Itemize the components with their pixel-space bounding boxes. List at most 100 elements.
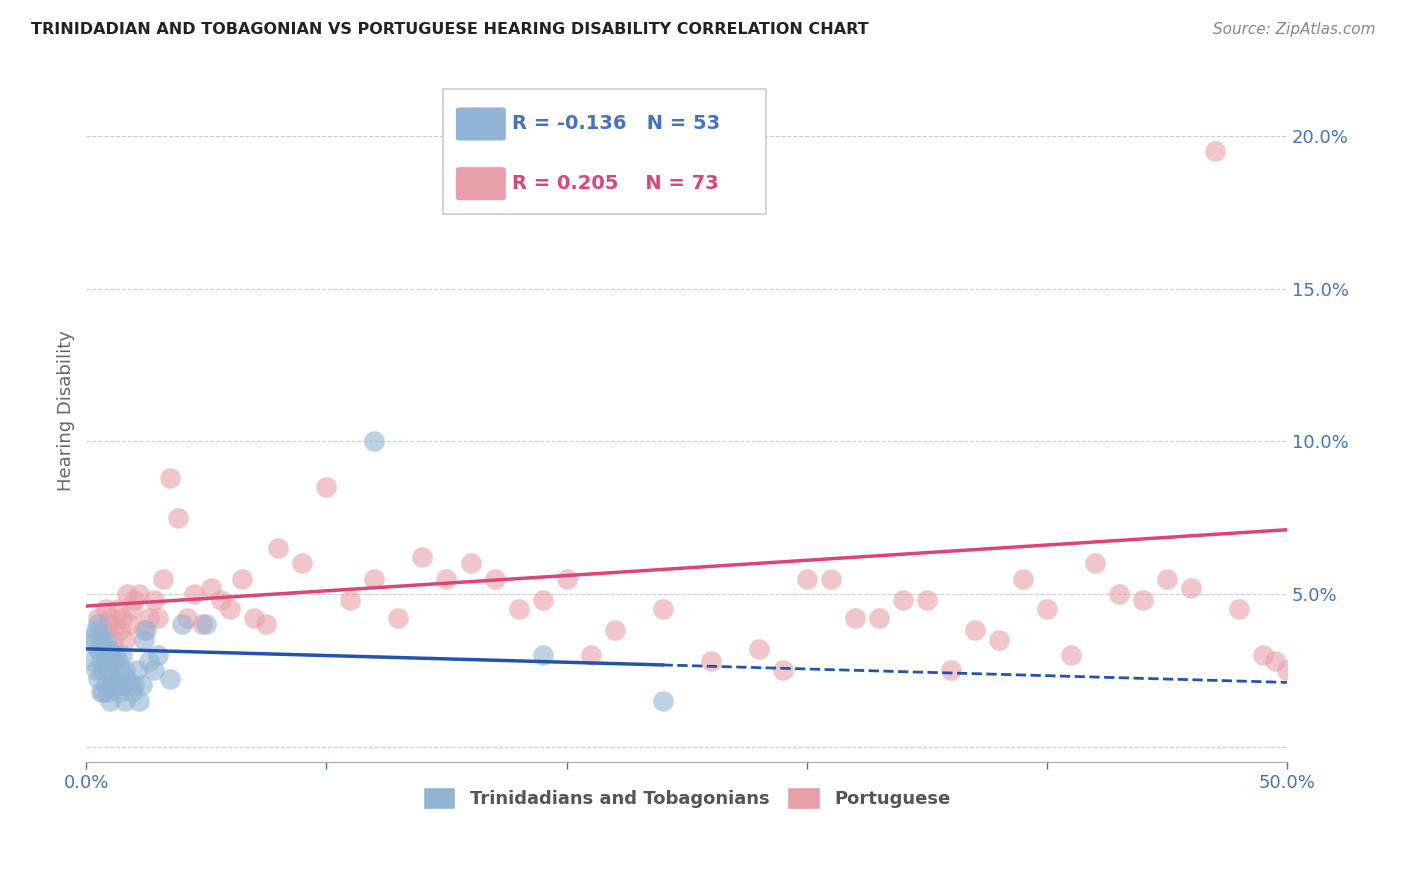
Point [820, 572, 842, 586]
Point [555, 572, 578, 586]
Point [115, 587, 138, 601]
Point [152, 572, 174, 586]
Point [82, 630, 104, 644]
Point [531, 648, 554, 662]
Point [1204, 144, 1226, 158]
Point [107, 678, 129, 692]
Point [339, 593, 361, 607]
Point [135, 624, 157, 638]
Point [108, 663, 131, 677]
Point [114, 694, 136, 708]
Point [101, 654, 124, 668]
Point [772, 663, 794, 677]
Point [363, 434, 385, 449]
Point [1132, 593, 1154, 607]
Point [87, 611, 110, 625]
Point [1108, 587, 1130, 601]
Point [460, 557, 482, 571]
Point [603, 624, 626, 638]
Point [183, 587, 205, 601]
Point [148, 648, 170, 662]
Point [209, 593, 232, 607]
Point [200, 581, 222, 595]
Point [363, 572, 385, 586]
Point [1180, 581, 1202, 595]
Point [138, 654, 160, 668]
Point [111, 678, 134, 692]
Point [90, 632, 112, 647]
Point [1275, 663, 1298, 677]
Text: TRINIDADIAN AND TOBAGONIAN VS PORTUGUESE HEARING DISABILITY CORRELATION CHART: TRINIDADIAN AND TOBAGONIAN VS PORTUGUESE… [31, 22, 869, 37]
Point [91, 663, 114, 677]
Point [121, 602, 143, 616]
Point [115, 673, 138, 687]
Point [91, 624, 114, 638]
Point [132, 632, 155, 647]
Point [172, 617, 194, 632]
Point [411, 550, 433, 565]
Point [219, 602, 242, 616]
Point [387, 611, 409, 625]
Point [87, 641, 110, 656]
Point [80, 636, 103, 650]
Point [1156, 572, 1178, 586]
Point [114, 632, 136, 647]
Point [94, 602, 117, 616]
Point [97, 617, 120, 632]
Point [87, 617, 110, 632]
Point [84, 624, 107, 638]
Point [128, 587, 150, 601]
Point [91, 639, 114, 653]
Point [176, 611, 198, 625]
Point [651, 694, 673, 708]
Point [107, 654, 129, 668]
Point [254, 617, 277, 632]
Point [97, 641, 120, 656]
Point [104, 673, 127, 687]
Point [579, 648, 602, 662]
Point [98, 694, 121, 708]
Point [1036, 602, 1059, 616]
Point [97, 684, 120, 698]
Point [1264, 654, 1286, 668]
Point [531, 593, 554, 607]
Point [125, 663, 148, 677]
Point [1011, 572, 1033, 586]
Point [118, 678, 141, 692]
Point [94, 654, 117, 668]
Point [267, 541, 290, 555]
Point [131, 678, 153, 692]
Point [108, 624, 131, 638]
Point [148, 611, 170, 625]
Text: R = 0.205    N = 73: R = 0.205 N = 73 [512, 174, 718, 194]
Point [915, 593, 938, 607]
Point [121, 684, 143, 698]
Point [108, 684, 131, 698]
Point [124, 593, 146, 607]
Point [1060, 648, 1083, 662]
Point [315, 480, 337, 494]
Point [651, 602, 673, 616]
Point [104, 617, 127, 632]
Point [142, 593, 165, 607]
Point [436, 572, 458, 586]
Point [128, 694, 150, 708]
Point [90, 684, 112, 698]
Text: R = -0.136   N = 53: R = -0.136 N = 53 [512, 114, 720, 134]
Point [90, 654, 112, 668]
Point [1251, 648, 1274, 662]
Point [98, 648, 121, 662]
Point [107, 602, 129, 616]
Point [699, 654, 721, 668]
Point [963, 624, 986, 638]
Point [98, 669, 121, 683]
Point [111, 648, 134, 662]
Point [891, 593, 914, 607]
Point [132, 624, 155, 638]
Point [118, 617, 141, 632]
Point [868, 611, 890, 625]
Point [508, 602, 530, 616]
Point [142, 663, 165, 677]
Point [98, 611, 121, 625]
Point [87, 673, 110, 687]
